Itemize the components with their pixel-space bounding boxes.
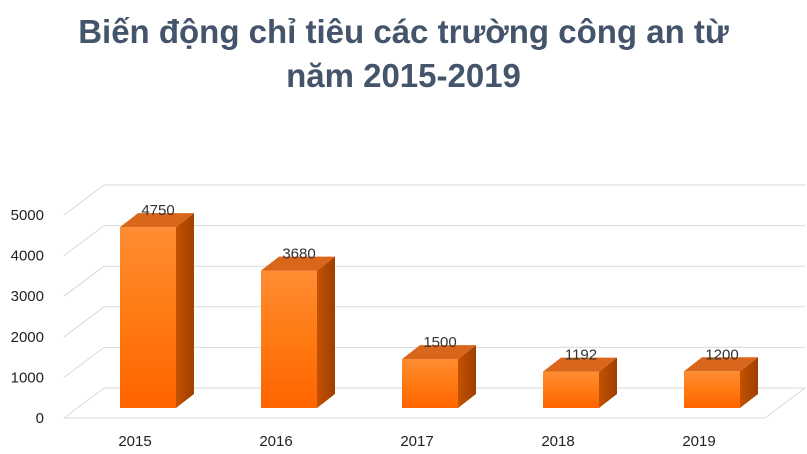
bar-front (402, 359, 458, 408)
x-tick-label: 2017 (400, 433, 433, 450)
gridlines (63, 184, 806, 419)
bar-top (543, 357, 617, 372)
x-axis-ticks: 2015 2016 2017 2018 2019 (118, 433, 715, 450)
y-tick-label: 5000 (11, 207, 44, 224)
gridline-diagonal (63, 265, 105, 297)
y-tick-label: 0 (36, 410, 44, 427)
bar-side (599, 357, 617, 408)
y-tick-label: 3000 (11, 288, 44, 305)
bar-front (684, 371, 740, 408)
bar-front (120, 227, 176, 408)
x-tick-label: 2016 (259, 433, 292, 450)
bar (684, 357, 758, 408)
gridline-diagonal (63, 184, 105, 216)
bar-side (176, 213, 194, 408)
y-axis-ticks: 0 1000 2000 3000 4000 5000 (11, 207, 44, 427)
bar-side (458, 345, 476, 408)
bar-front (543, 371, 599, 408)
chart-title: Biến động chỉ tiêu các trường công an từ… (0, 10, 807, 98)
bar (543, 357, 617, 408)
chart-title-line-1: Biến động chỉ tiêu các trường công an từ (78, 13, 729, 50)
gridline-diagonal (63, 346, 105, 378)
x-tick-label: 2018 (541, 433, 574, 450)
bar-top (684, 357, 758, 372)
bar (261, 256, 335, 408)
data-label: 1500 (423, 334, 456, 351)
bar-side (317, 256, 335, 408)
bar (402, 345, 476, 408)
bar-top (120, 213, 194, 228)
bar-top (402, 345, 476, 360)
gridline-diagonal (63, 306, 105, 338)
bar (120, 213, 194, 408)
x-tick-label: 2015 (118, 433, 151, 450)
y-tick-label: 1000 (11, 369, 44, 386)
bars: 4750 3680 1500 1192 1200 (120, 202, 758, 408)
y-tick-label: 4000 (11, 248, 44, 265)
y-tick-label: 2000 (11, 329, 44, 346)
x-tick-label: 2019 (682, 433, 715, 450)
gridline-diagonal (63, 225, 105, 257)
chart-title-line-2: năm 2015-2019 (286, 57, 521, 94)
data-label: 1192 (565, 347, 597, 364)
data-label: 4750 (141, 202, 174, 219)
bar-top (261, 256, 335, 271)
data-label: 1200 (705, 346, 738, 363)
gridline-diagonal (63, 387, 105, 419)
floor-edge-right (764, 387, 806, 419)
bar-side (740, 357, 758, 408)
bar-front (261, 270, 317, 408)
data-label: 3680 (282, 246, 315, 263)
